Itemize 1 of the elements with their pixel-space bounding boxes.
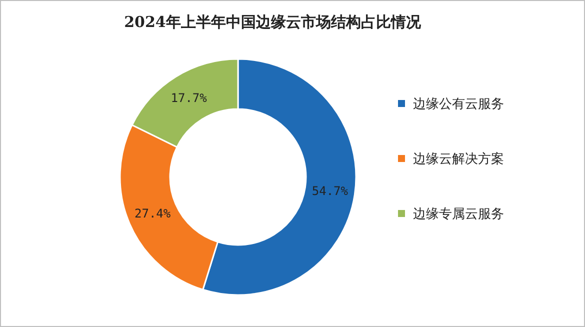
title: 2024年上半年中国边缘云市场结构占比情况 xyxy=(124,13,421,31)
